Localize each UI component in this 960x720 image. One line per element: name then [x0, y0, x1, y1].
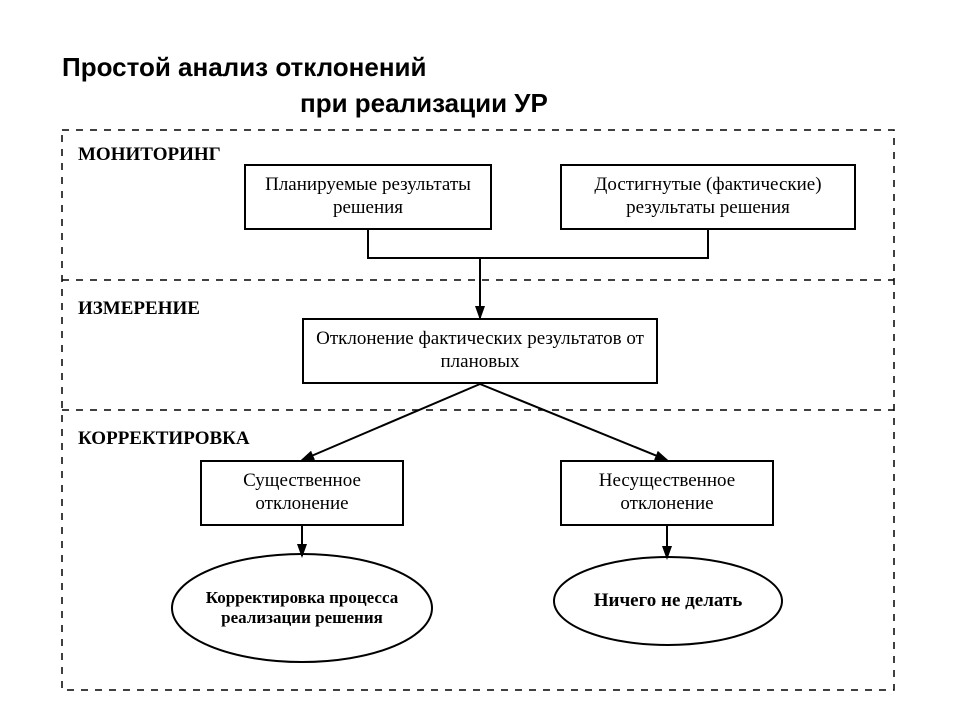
- section-label-measurement: ИЗМЕРЕНИЕ: [78, 298, 200, 320]
- diagram-page: Простой анализ отклонений при реализации…: [0, 0, 960, 720]
- node-actual-results: Достигнутые (фактические) результаты реш…: [560, 164, 856, 230]
- node-planned-results: Планируемые результаты решения: [244, 164, 492, 230]
- section-label-monitoring: МОНИТОРИНГ: [78, 144, 221, 166]
- node-deviation: Отклонение фактических результатов от пл…: [302, 318, 658, 384]
- node-significant-deviation: Существенное отклонение: [200, 460, 404, 526]
- node-insignificant-deviation: Несущественное отклонение: [560, 460, 774, 526]
- section-label-correction: КОРРЕКТИРОВКА: [78, 428, 250, 450]
